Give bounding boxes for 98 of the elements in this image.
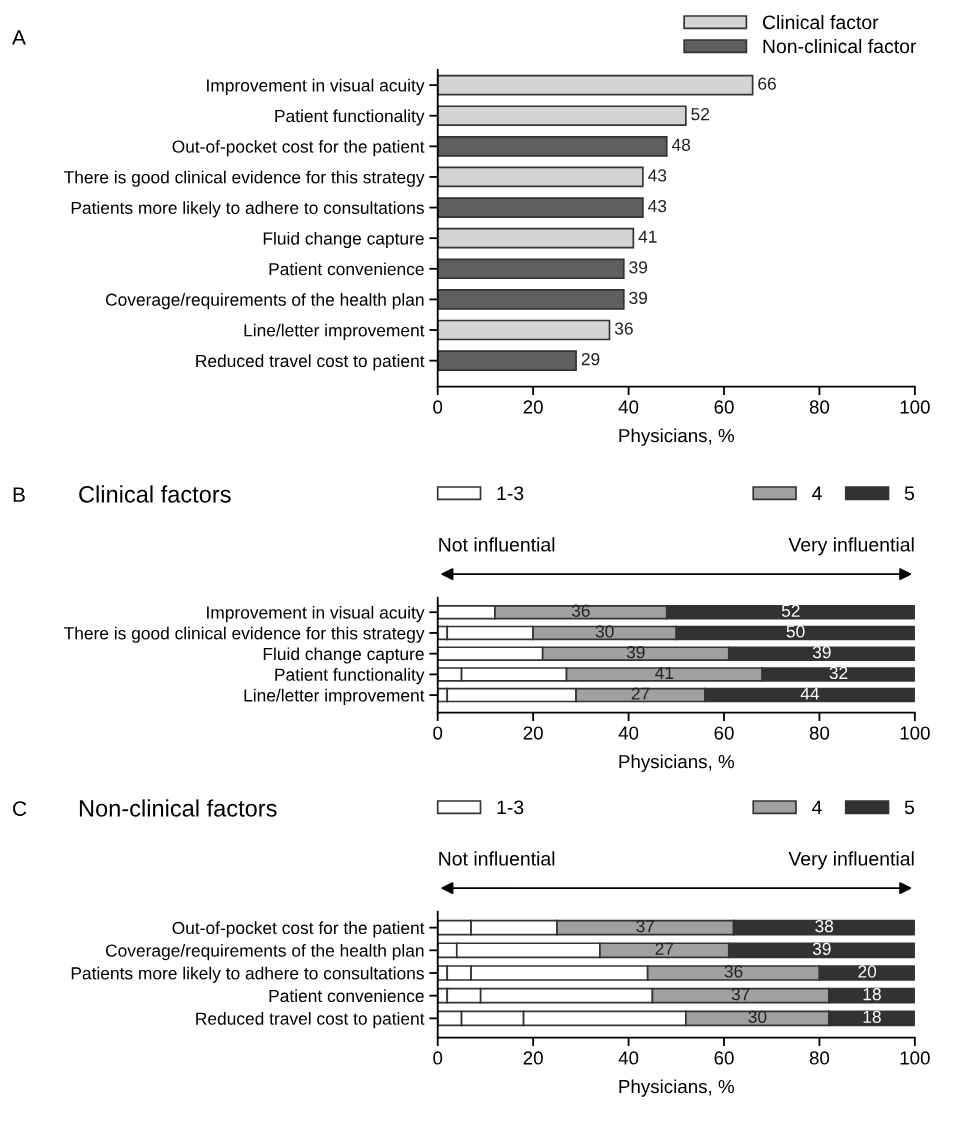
data-label: 36: [724, 965, 743, 978]
legend-label: Clinical factor: [762, 14, 879, 30]
y-tick-label: There is good clinical evidence for this strategy: [64, 170, 425, 187]
legend-label: 4: [812, 800, 822, 815]
text: A: [12, 30, 26, 45]
data-label: 39: [629, 261, 648, 274]
legend-label: 1-3: [497, 486, 524, 501]
data-label: 44: [800, 687, 820, 700]
y-tick-label: Coverage/requirements of the health plan: [105, 944, 424, 961]
data-label: 20: [858, 965, 877, 978]
x-tick-label: 80: [809, 1051, 830, 1065]
x-tick-label: 60: [714, 400, 734, 414]
x-tick-label: 0: [433, 726, 443, 740]
x-tick-label: 60: [714, 726, 734, 740]
x-axis-title: Physicians, %: [619, 754, 734, 772]
x-tick-label: 20: [523, 400, 543, 414]
data-label: 41: [638, 230, 657, 243]
x-tick-label: 20: [523, 726, 543, 740]
x-tick-label: 80: [809, 400, 830, 414]
y-tick-label: Patient functionality: [275, 109, 425, 126]
bar: [437, 350, 577, 371]
x-tick-label: 100: [900, 1051, 930, 1065]
data-label: 30: [595, 625, 614, 638]
data-label: 66: [758, 77, 776, 90]
data-label: 37: [636, 920, 655, 933]
data-label: 27: [631, 687, 650, 700]
data-label: 52: [691, 108, 710, 121]
y-tick-label: Fluid change capture: [263, 231, 424, 249]
legend-label: 5: [904, 486, 915, 501]
text: Non-clinical factors: [79, 799, 277, 817]
data-label: 36: [571, 604, 590, 617]
bar: [437, 166, 644, 188]
y-tick-label: Out-of-pocket cost for the patient: [172, 921, 425, 938]
text: C: [13, 801, 27, 816]
data-label: 38: [815, 920, 834, 933]
x-tick-label: 40: [618, 1051, 639, 1065]
data-label: 50: [786, 625, 805, 638]
bar: [437, 74, 754, 96]
data-label: 30: [748, 1010, 767, 1023]
text: Very influential: [788, 537, 914, 556]
x-axis-title: Physicians, %: [619, 1079, 734, 1097]
x-tick-label: 60: [714, 1051, 734, 1065]
legend-label: 1-3: [497, 800, 524, 815]
data-label: 48: [671, 138, 691, 151]
data-label: 43: [648, 199, 667, 213]
data-label: 39: [812, 942, 831, 955]
text: Not influential: [439, 851, 555, 866]
bar: [437, 227, 635, 249]
y-tick-label: Improvement in visual acuity: [207, 78, 425, 95]
data-label: 52: [781, 604, 800, 617]
x-tick-label: 0: [433, 1051, 443, 1065]
data-label: 18: [863, 1010, 881, 1023]
x-tick-label: 80: [809, 726, 830, 740]
y-tick-label: Reduced travel cost to patient: [196, 1012, 425, 1029]
data-label: 39: [629, 291, 648, 305]
data-label: 39: [812, 646, 831, 659]
legend-label: Non-clinical factor: [763, 38, 917, 54]
x-tick-label: 100: [900, 400, 930, 414]
legend-label: 4: [812, 486, 822, 500]
y-tick-label: Patients more likely to adhere to consultations: [71, 966, 424, 983]
y-tick-label: Fluid change capture: [263, 647, 424, 664]
x-tick-label: 100: [900, 726, 930, 740]
x-tick-label: 20: [523, 1051, 543, 1065]
x-axis-title: Physicians, %: [619, 428, 734, 446]
x-tick-label: 0: [433, 400, 443, 414]
data-label: 29: [581, 353, 600, 366]
bar: [437, 105, 687, 127]
y-tick-label: Patient convenience: [269, 262, 424, 276]
bar: [437, 197, 644, 218]
data-label: 39: [626, 646, 645, 659]
bar: [437, 319, 611, 341]
y-tick-label: Patient convenience: [269, 989, 424, 1003]
y-tick-label: Line/letter improvement: [244, 323, 425, 340]
data-label: 27: [655, 942, 674, 955]
legend-label: 5: [904, 800, 915, 815]
y-tick-label: Reduced travel cost to patient: [196, 354, 425, 371]
y-tick-label: Coverage/requirements of the health plan: [105, 293, 424, 310]
y-tick-label: Line/letter improvement: [244, 688, 425, 705]
bar: [437, 136, 668, 157]
text: B: [13, 487, 25, 502]
y-tick-label: There is good clinical evidence for this strategy: [64, 626, 425, 643]
data-label: 32: [829, 666, 848, 680]
x-tick-label: 40: [618, 726, 639, 740]
data-label: 18: [863, 988, 881, 1001]
bar: [437, 289, 625, 310]
x-tick-label: 40: [618, 400, 639, 414]
text: Very influential: [788, 851, 914, 870]
bar: [437, 258, 625, 280]
data-label: 37: [731, 988, 750, 1001]
text: Not influential: [439, 537, 555, 552]
data-label: 41: [655, 666, 674, 679]
y-tick-label: Patients more likely to adhere to consultations: [71, 201, 424, 218]
y-tick-label: Improvement in visual acuity: [207, 605, 425, 623]
text: Clinical factors: [79, 485, 231, 503]
y-tick-label: Patient functionality: [275, 668, 425, 685]
data-label: 36: [614, 322, 633, 335]
data-label: 43: [648, 169, 667, 182]
y-tick-label: Out-of-pocket cost for the patient: [172, 140, 425, 157]
